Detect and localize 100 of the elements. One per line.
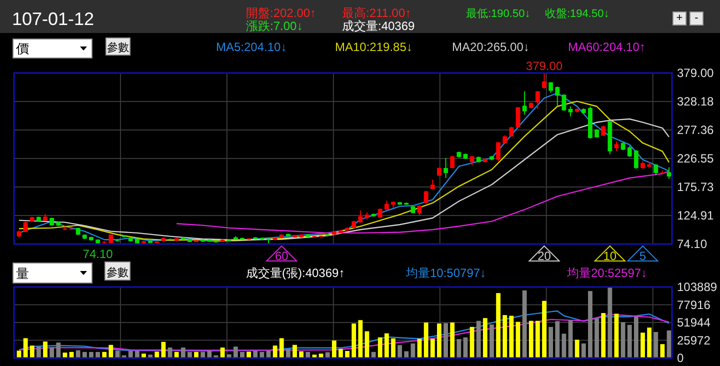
bar (96, 352, 100, 358)
text: 均量10:50797↓ (405, 266, 486, 280)
bar (43, 342, 48, 358)
bar (148, 354, 153, 358)
bar (345, 350, 350, 358)
bar (142, 354, 146, 358)
candlestick (23, 221, 28, 233)
bar (299, 351, 304, 358)
bar (108, 344, 114, 358)
bar (594, 318, 599, 358)
bar (188, 352, 192, 358)
bar (509, 316, 514, 358)
y-tick-label: 226.55 (677, 152, 714, 166)
y-tick-label: 0 (677, 351, 684, 365)
bar (398, 345, 402, 358)
text: 價 (16, 41, 29, 56)
candlestick (496, 141, 500, 162)
candlestick (568, 106, 573, 117)
bar (352, 323, 356, 358)
text: MA5:204.10↓ (216, 40, 287, 54)
y-tick-label: 25972 (677, 333, 711, 348)
bar (286, 348, 290, 358)
line-series (176, 170, 670, 234)
bar (430, 338, 435, 358)
bar (134, 350, 140, 358)
candlestick (562, 94, 566, 112)
bar (522, 290, 527, 358)
y-tick-label: 124.91 (677, 208, 714, 223)
bar (23, 338, 28, 358)
bar (542, 300, 546, 358)
bar (417, 338, 422, 358)
bar (180, 348, 186, 358)
bar (404, 351, 409, 358)
bar (562, 334, 566, 358)
bar (154, 352, 160, 358)
text: 成交量:40369 (342, 19, 416, 33)
bar (410, 343, 416, 358)
bar (634, 316, 638, 358)
bar (30, 346, 34, 358)
candlestick (424, 190, 428, 204)
y-tick-label: 103889 (677, 280, 718, 294)
y-tick-label: 175.73 (677, 180, 714, 194)
bar (128, 350, 133, 358)
candlestick (634, 150, 638, 170)
text: 成交量(張):40369↑ (246, 266, 345, 280)
bar (482, 318, 488, 358)
bar (647, 328, 652, 358)
bar (660, 344, 665, 358)
bar (450, 322, 455, 358)
bar (601, 313, 606, 358)
bar (424, 322, 428, 358)
y-tick-label: 77916 (677, 298, 711, 312)
candlestick (654, 164, 658, 176)
bar (378, 337, 382, 358)
candlestick (358, 210, 363, 223)
bar (338, 348, 343, 358)
text: 20 (538, 249, 552, 263)
candlestick (614, 140, 619, 152)
text: 量 (16, 266, 29, 281)
text: MA20:265.00↓ (452, 40, 530, 54)
bar (627, 324, 632, 358)
bar (384, 333, 389, 358)
bar (50, 347, 54, 358)
text: 10 (603, 249, 617, 263)
bar (76, 350, 80, 358)
text: 最高:211.00↑ (342, 6, 412, 20)
bar (476, 320, 481, 358)
candlestick (601, 125, 606, 136)
bar (444, 323, 448, 358)
y-tick-label: 379.00 (677, 66, 714, 80)
candlestick (522, 90, 527, 116)
text: MA10:219.85↓ (335, 40, 412, 54)
bar (332, 340, 336, 358)
bar (174, 352, 179, 358)
bar (272, 346, 278, 358)
y-tick-label: 277.36 (677, 123, 714, 138)
text: MA60:204.10↑ (568, 40, 646, 54)
bar (555, 321, 560, 358)
text: 參數 (107, 41, 129, 54)
bar (496, 293, 500, 358)
bar (608, 287, 612, 358)
bar (568, 320, 573, 358)
bar (194, 352, 198, 358)
candlestick (535, 90, 540, 110)
bar (437, 323, 442, 358)
bar (292, 344, 297, 358)
bar (640, 332, 645, 358)
candlestick (430, 179, 435, 190)
bar (102, 352, 107, 358)
bar (502, 315, 508, 358)
bar (260, 352, 264, 358)
bar (253, 350, 258, 358)
bar (535, 320, 540, 358)
text: - (694, 12, 699, 24)
y-tick-label: 74.10 (677, 237, 708, 251)
bar (89, 352, 94, 358)
text: 參數 (106, 266, 128, 279)
candlestick (627, 145, 632, 158)
text: 最低:190.50↓ (466, 8, 530, 20)
candlestick (516, 106, 520, 128)
